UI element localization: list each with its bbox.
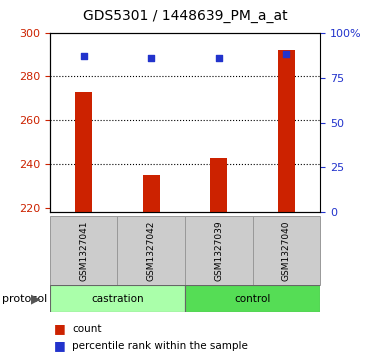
Text: control: control [234,294,271,303]
Text: GSM1327040: GSM1327040 [282,220,291,281]
Text: GDS5301 / 1448639_PM_a_at: GDS5301 / 1448639_PM_a_at [83,9,287,23]
Text: ■: ■ [54,322,65,335]
Text: GSM1327042: GSM1327042 [147,220,156,281]
Bar [185,216,253,285]
Text: protocol: protocol [2,294,47,303]
Bar [50,216,118,285]
Text: GSM1327041: GSM1327041 [79,220,88,281]
Text: GSM1327039: GSM1327039 [214,220,223,281]
Text: ■: ■ [54,339,65,352]
Text: castration: castration [91,294,144,303]
Bar [210,158,227,212]
Point [283,51,289,57]
Text: percentile rank within the sample: percentile rank within the sample [72,340,248,351]
Bar [185,285,320,312]
Bar [118,216,185,285]
Bar [278,50,295,212]
Point [81,53,87,59]
Bar [50,285,185,312]
Point [216,55,222,61]
Bar [75,92,92,212]
Text: ▶: ▶ [31,292,40,305]
Bar [253,216,320,285]
Bar [143,175,160,212]
Text: count: count [72,323,102,334]
Point [148,55,154,61]
